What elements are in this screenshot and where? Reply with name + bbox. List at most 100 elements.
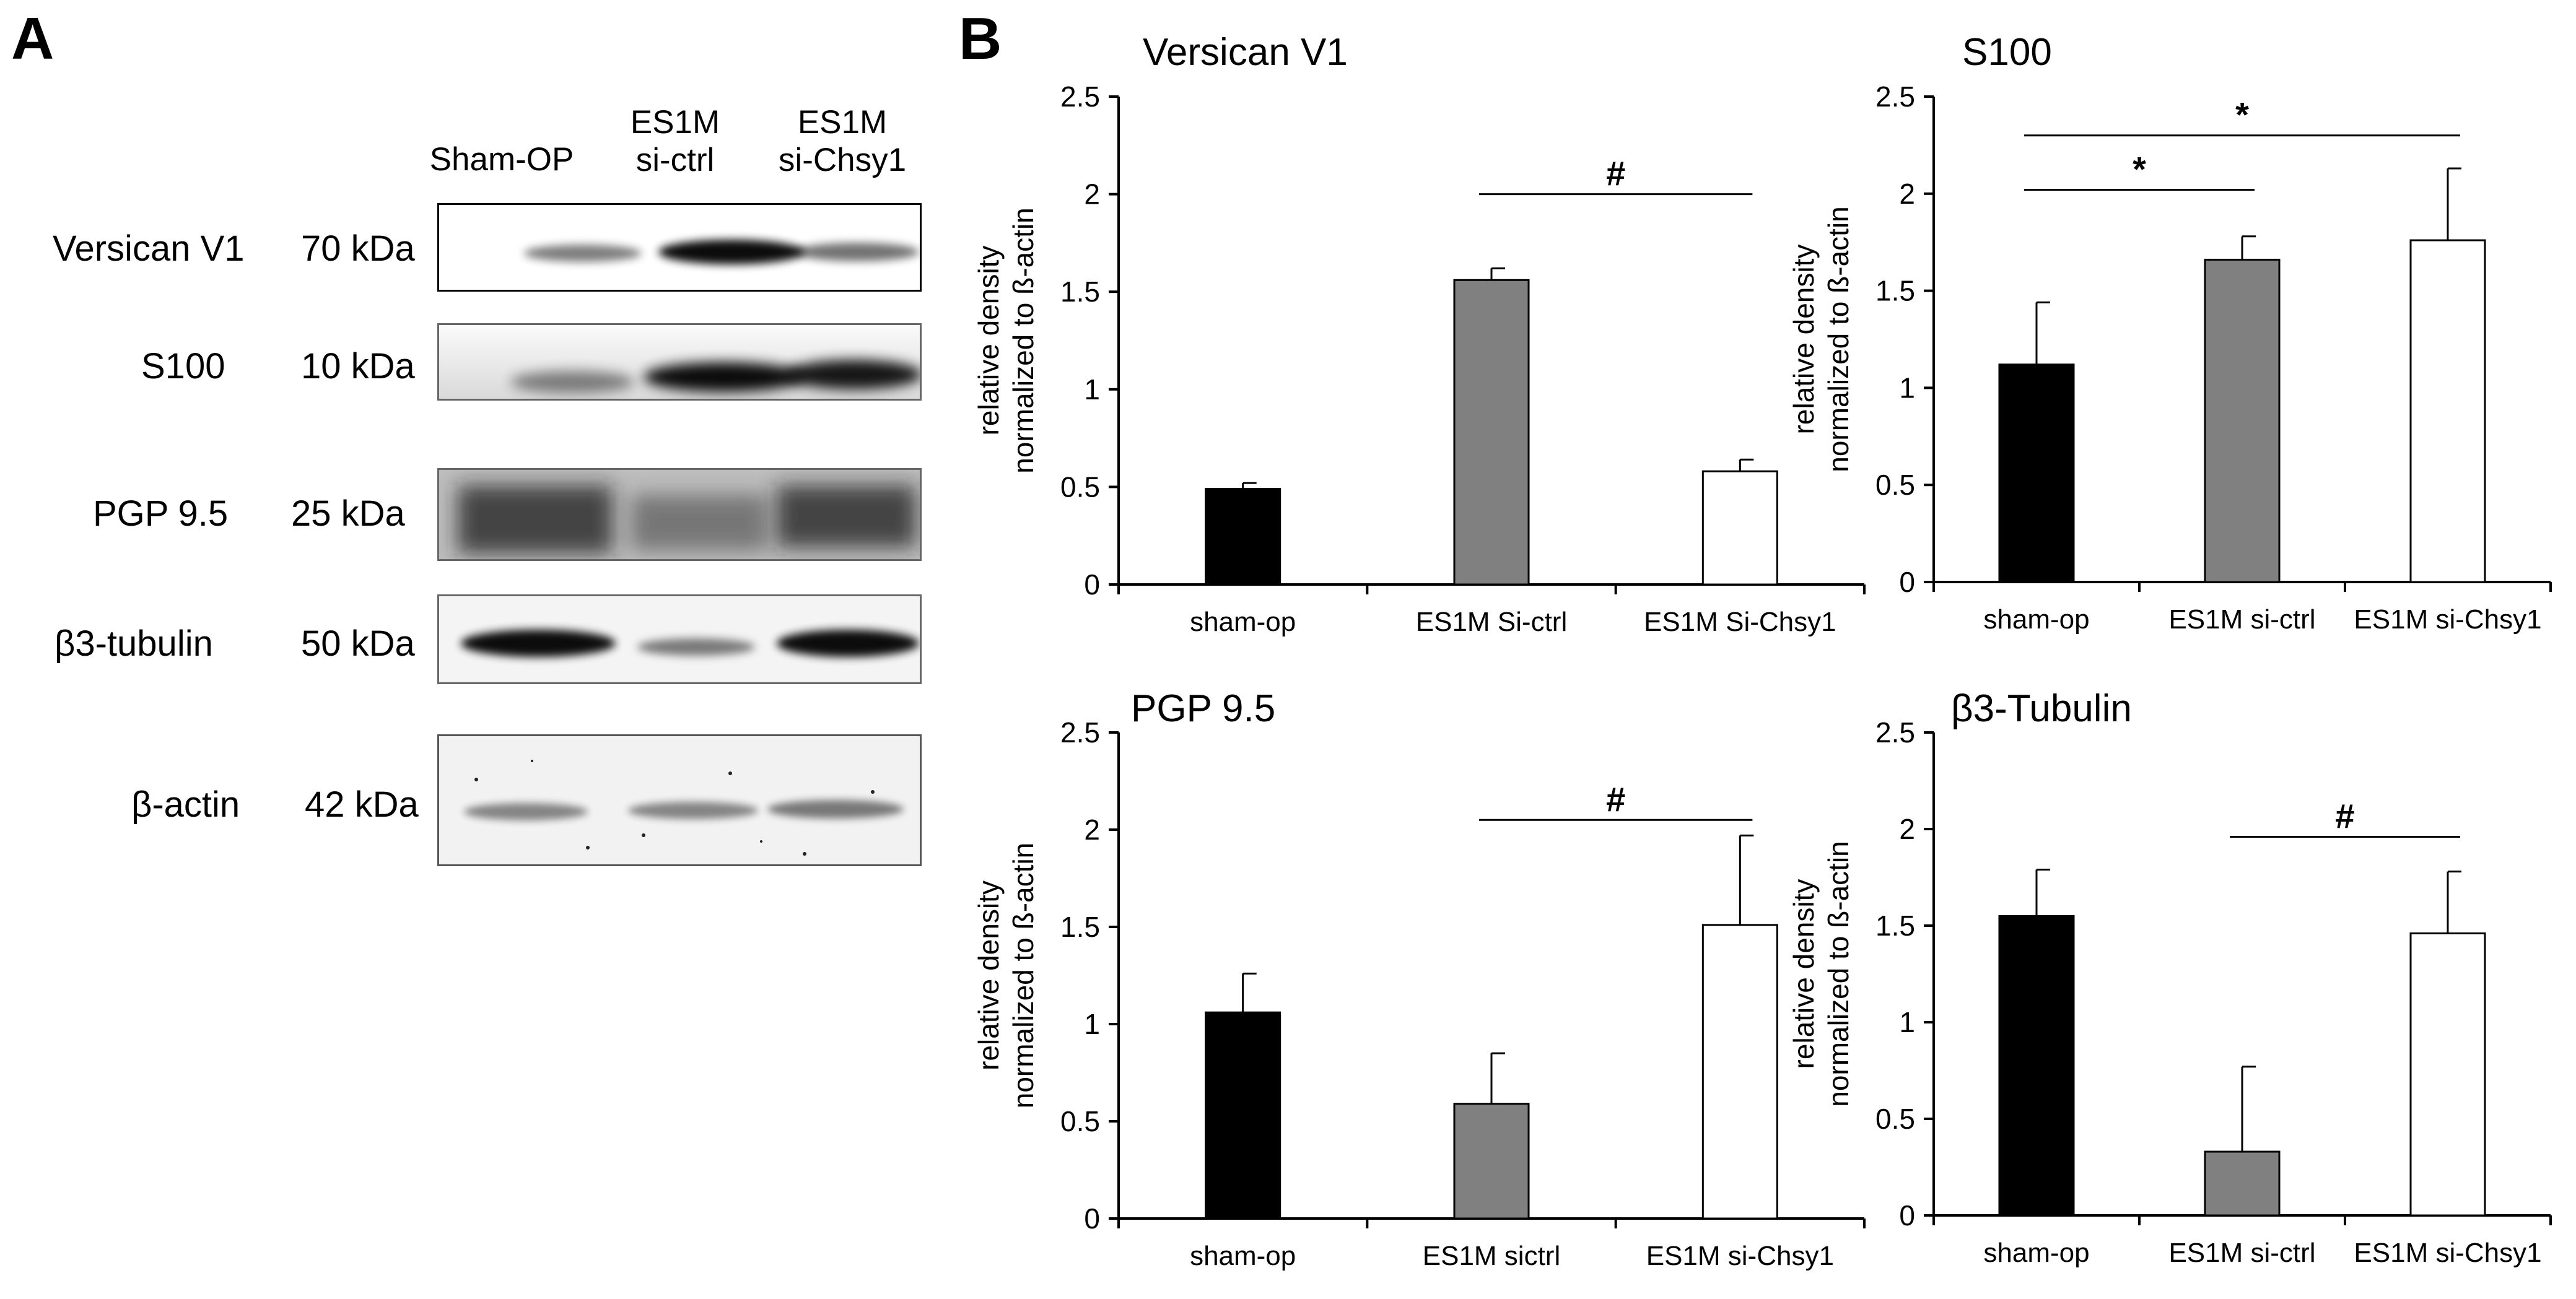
lane-header-3-line2: si-Chsy1: [778, 141, 907, 178]
blot-image-actin: [437, 734, 922, 866]
significance-symbol: *: [2133, 150, 2146, 189]
y-tick-label: 0: [1084, 1202, 1100, 1235]
bar: [2204, 1150, 2281, 1217]
x-tick-label: ES1M si-Chsy1: [1646, 1241, 1834, 1271]
chart-title: PGP 9.5: [1131, 687, 1275, 730]
bar: [1205, 1011, 1281, 1220]
y-tick-label: 2.5: [1060, 80, 1100, 113]
y-tick-label: 1: [1084, 373, 1100, 406]
band: [631, 495, 767, 550]
x-tick-label: sham-op: [1983, 604, 2089, 635]
bar: [1701, 470, 1778, 586]
y-tick-label: 0: [1899, 1199, 1915, 1232]
y-tick-label: 1: [1899, 371, 1915, 404]
lane-header-1: Sham-OP: [409, 141, 595, 179]
x-tick-label: ES1M si-Chsy1: [2354, 604, 2541, 635]
x-tick-label: ES1M si-Chsy1: [2354, 1238, 2541, 1268]
y-tick-label: 0: [1084, 568, 1100, 601]
chart-title: β3-Tubulin: [1951, 687, 2132, 730]
y-axis-label: relative density: [1788, 879, 1820, 1069]
band: [510, 371, 634, 393]
bar: [1205, 488, 1281, 586]
panel-a-letter: A: [11, 6, 55, 72]
lane-header-3-line1: ES1M: [797, 104, 888, 141]
y-tick-label: 1.5: [1060, 911, 1100, 943]
chart-title: Versican V1: [1143, 31, 1348, 74]
blot-label-pgp: PGP 9.5: [93, 493, 229, 534]
y-tick-label: 1.5: [1875, 275, 1915, 307]
significance-symbol: #: [1606, 780, 1625, 819]
lane-header-1-line1: Sham-OP: [429, 141, 574, 178]
y-axis-label: normalized to ß-actin: [1007, 843, 1039, 1109]
band: [628, 802, 758, 819]
band: [464, 803, 588, 820]
x-tick-label: sham-op: [1983, 1238, 2089, 1268]
significance-symbol: #: [2335, 796, 2354, 835]
blot-image-pgp: [437, 468, 922, 561]
band: [524, 245, 642, 262]
band: [777, 630, 919, 657]
bar: [1453, 279, 1530, 586]
lane-header-2-line1: ES1M: [630, 104, 720, 141]
x-tick-label: ES1M sictrl: [1423, 1241, 1560, 1271]
y-axis-label: relative density: [972, 880, 1005, 1071]
band: [461, 630, 616, 657]
y-axis-label: normalized to ß-actin: [1822, 841, 1854, 1107]
blot-kda-versican: 70 kDa: [301, 228, 415, 269]
band: [637, 638, 755, 656]
y-tick-label: 2: [1084, 814, 1100, 846]
y-axis-label: relative density: [1788, 245, 1820, 435]
y-tick-label: 0.5: [1060, 1105, 1100, 1137]
bar: [2204, 258, 2281, 583]
blot-bands-tubulin: [439, 596, 920, 682]
band: [777, 485, 916, 547]
blot-label-tubulin: β3-tubulin: [55, 623, 213, 664]
blot-image-s100: [437, 323, 922, 401]
y-tick-label: 2: [1084, 178, 1100, 211]
panel-b-letter: B: [959, 6, 1002, 72]
bar: [1998, 363, 2075, 583]
bar: [1453, 1103, 1530, 1220]
blot-image-tubulin: [437, 594, 922, 684]
lane-header-3: ES1M si-Chsy1: [756, 104, 929, 180]
band: [658, 240, 805, 264]
x-tick-label: sham-op: [1190, 607, 1296, 637]
blot-kda-tubulin: 50 kDa: [301, 623, 415, 664]
significance-symbol: #: [1606, 154, 1625, 193]
x-tick-label: ES1M Si-ctrl: [1416, 607, 1567, 637]
lane-header-2-line2: si-ctrl: [635, 141, 715, 178]
y-tick-label: 0.5: [1875, 1103, 1915, 1135]
blot-bands-versican: [524, 240, 919, 264]
band: [644, 362, 805, 392]
blot-image-versican: [437, 203, 922, 292]
band: [795, 243, 919, 261]
y-tick-label: 2: [1899, 813, 1915, 845]
y-tick-label: 1.5: [1875, 910, 1915, 942]
blot-kda-pgp: 25 kDa: [291, 493, 405, 534]
lane-header-2: ES1M si-ctrl: [595, 104, 756, 180]
y-tick-label: 2.5: [1875, 80, 1915, 113]
bar: [1701, 924, 1778, 1220]
blot-kda-s100: 10 kDa: [301, 346, 415, 386]
y-tick-label: 2.5: [1875, 716, 1915, 749]
y-tick-label: 1: [1084, 1008, 1100, 1040]
chart-title: S100: [1962, 31, 2052, 74]
band: [767, 800, 904, 819]
y-tick-label: 0.5: [1060, 471, 1100, 503]
y-tick-label: 2: [1899, 178, 1915, 210]
blot-bands-pgp: [439, 470, 920, 559]
y-tick-label: 1: [1899, 1006, 1915, 1038]
y-tick-label: 0.5: [1875, 469, 1915, 501]
x-tick-label: ES1M Si-Chsy1: [1644, 607, 1836, 637]
significance-symbol: *: [2235, 95, 2249, 134]
y-tick-label: 1.5: [1060, 276, 1100, 308]
y-axis-label: relative density: [972, 246, 1005, 436]
blot-label-versican: Versican V1: [53, 228, 245, 269]
x-tick-label: sham-op: [1190, 1241, 1296, 1271]
y-tick-label: 2.5: [1060, 716, 1100, 749]
y-axis-label: normalized to ß-actin: [1007, 207, 1039, 474]
band: [786, 360, 920, 389]
blot-label-actin: β-actin: [131, 784, 240, 825]
blot-kda-actin: 42 kDa: [305, 784, 419, 825]
